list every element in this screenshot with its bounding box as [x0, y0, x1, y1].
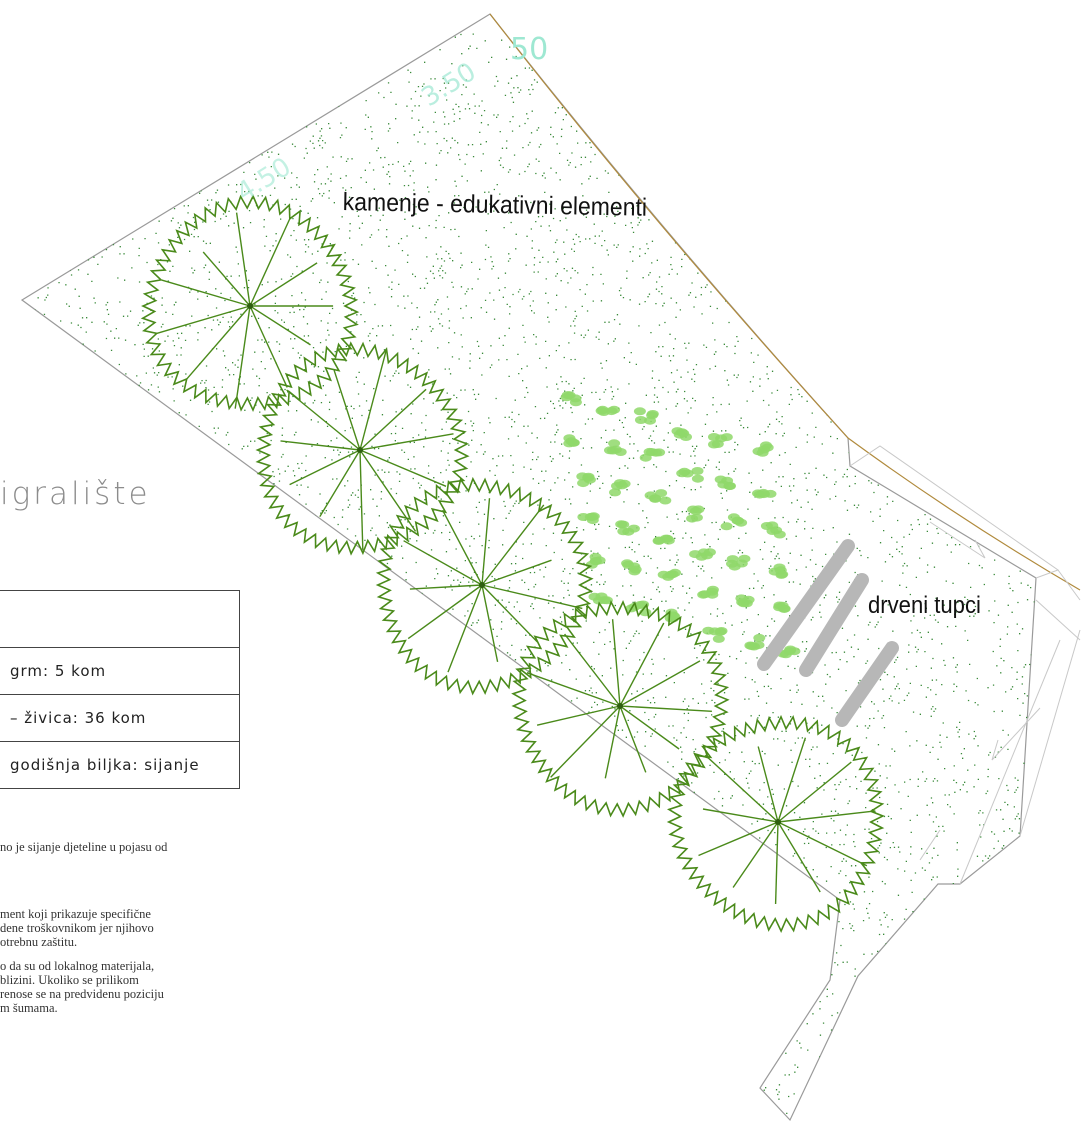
label-logs: drveni tupci [868, 592, 981, 619]
hedge-plant [615, 520, 640, 536]
tree-group [140, 194, 885, 934]
walkway-lines [849, 445, 1081, 885]
hedge-plant [697, 585, 719, 599]
log-1 [757, 539, 855, 671]
legend-row-header [0, 590, 240, 648]
hedge-plant [652, 534, 675, 545]
hedge-plant [671, 427, 692, 441]
faint-number-50: 50 [510, 32, 549, 67]
hedge-plant [702, 626, 728, 643]
hedge-plant [720, 513, 748, 531]
plant-legend-table: grm: 5 kom – živica: 36 kom godišnja bil… [0, 590, 240, 789]
hedge-plant [585, 552, 606, 569]
tree-2 [255, 341, 470, 556]
hedge-plant [560, 391, 582, 407]
hedge-plant [760, 521, 786, 539]
page-title-partial: igralište [0, 476, 151, 512]
hedge-group [560, 391, 801, 659]
hedge-plant [588, 592, 613, 605]
boundary-arc [489, 13, 1081, 591]
hedge-plant [768, 563, 789, 579]
hedge-plant [744, 633, 766, 651]
note-line-4: ment koji prikazuje specifične [0, 907, 151, 921]
label-stones: kamenje - edukativni elementi [342, 188, 648, 222]
hedge-plant [735, 594, 755, 608]
hedge-plant [563, 434, 580, 448]
log-3 [835, 641, 899, 727]
note-line-8: blizini. Ukoliko se prilikom [0, 973, 139, 987]
legend-row-hedge: – živica: 36 kom [0, 694, 240, 742]
hedge-plant [714, 475, 736, 491]
hedge-plant [621, 559, 642, 576]
hedge-plant [752, 441, 774, 457]
log-2 [799, 573, 869, 677]
hedge-plant [633, 407, 659, 425]
note-line-6: otrebnu zaštitu. [0, 935, 78, 949]
wooden-logs [757, 539, 899, 727]
hedge-plant [639, 447, 666, 462]
hedge-plant [708, 433, 733, 449]
hedge-plant [676, 467, 704, 483]
hedge-plant [726, 554, 751, 571]
note-line-7: o da su od lokalnog materijala, [0, 959, 155, 973]
tree-4 [511, 599, 730, 818]
hedge-plant [777, 645, 801, 659]
hedge-plant [604, 439, 627, 456]
hedge-plant [576, 472, 596, 488]
hedge-plant [644, 489, 672, 505]
legend-row-shrub: grm: 5 kom [0, 647, 240, 695]
planted-area [20, 13, 1037, 1122]
hedge-plant [752, 488, 777, 499]
note-line-9: renose se na predvidenu poziciju [0, 987, 164, 1001]
hedge-plant [577, 512, 600, 525]
note-line-1: no je sijanje djeteline u pojasu od [0, 840, 168, 854]
legend-row-annual: godišnja biljka: sijanje [0, 741, 240, 789]
hedge-plant [657, 568, 682, 581]
hedge-plant [689, 548, 716, 561]
hedge-plant [686, 505, 705, 523]
note-line-10: m šumama. [0, 1001, 58, 1015]
tree-5 [666, 714, 885, 934]
hedge-plant [595, 405, 621, 416]
hedge-plant [609, 479, 631, 497]
tree-1 [140, 194, 360, 413]
note-line-5: dene troškovnikom jer njihovo [0, 921, 154, 935]
hedge-plant [773, 601, 791, 613]
